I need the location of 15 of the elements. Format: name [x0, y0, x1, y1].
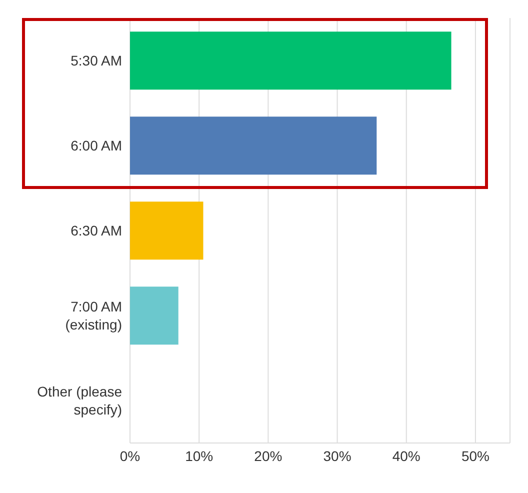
y-tick-label: 7:00 AM (existing): [65, 298, 122, 332]
x-tick-label: 20%: [254, 448, 282, 464]
x-tick-label: 10%: [185, 448, 214, 464]
y-tick-label: 6:00 AM: [70, 138, 122, 154]
x-tick-label: 30%: [323, 448, 352, 464]
x-tick-label: 50%: [461, 448, 490, 464]
bar: [130, 202, 204, 260]
bar: [130, 116, 377, 175]
x-tick-label: 40%: [392, 448, 420, 464]
y-tick-label: Other (please specify): [37, 384, 122, 418]
bar: [130, 286, 178, 345]
y-tick-label: 6:30 AM: [70, 222, 122, 238]
bar: [130, 32, 452, 90]
x-tick-label: 0%: [120, 448, 140, 464]
y-tick-label: 5:30 AM: [70, 52, 122, 68]
